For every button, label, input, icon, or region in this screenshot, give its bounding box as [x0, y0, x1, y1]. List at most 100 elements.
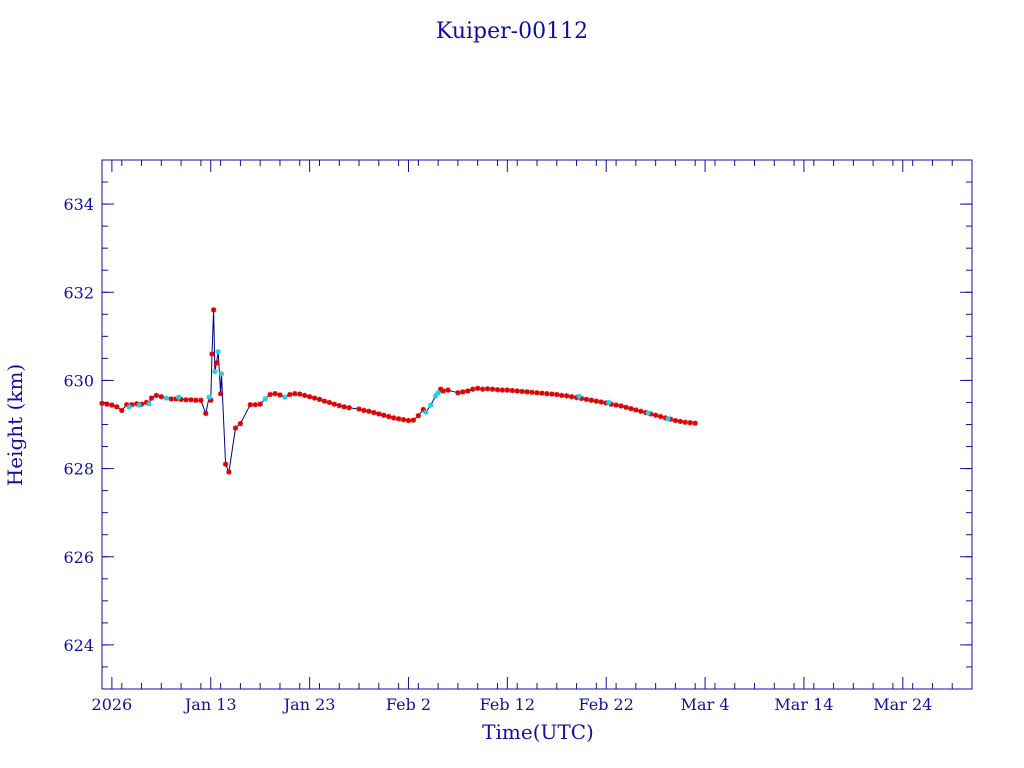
- data-point-red: [336, 402, 342, 409]
- x-tick-label: Feb 2: [386, 695, 431, 714]
- series-markers: [99, 307, 698, 475]
- y-tick-label: 624: [63, 636, 94, 655]
- data-point-red: [307, 394, 313, 400]
- data-point-red: [554, 391, 560, 398]
- data-point-red: [193, 397, 199, 403]
- data-point-red: [178, 396, 184, 402]
- y-tick-label: 632: [63, 283, 94, 302]
- height-line: [101, 309, 696, 474]
- data-point-red: [524, 389, 530, 395]
- data-point-red: [569, 394, 575, 400]
- data-point-cyan: [206, 394, 212, 400]
- data-point-red: [440, 388, 446, 394]
- x-tick-label: Mar 24: [873, 695, 932, 714]
- data-point-red: [391, 415, 397, 421]
- major-ticks: [102, 160, 972, 689]
- data-point-red: [292, 391, 298, 397]
- data-point-red: [153, 392, 159, 399]
- x-tick-label: Feb 12: [480, 695, 535, 714]
- data-point-red: [588, 397, 594, 403]
- data-point-red: [148, 395, 155, 401]
- data-point-red: [613, 402, 619, 408]
- data-point-cyan: [282, 394, 288, 400]
- data-point-red: [267, 391, 273, 398]
- data-point-red: [376, 411, 382, 417]
- data-point-cyan: [645, 410, 651, 416]
- x-axis-label: Time(UTC): [482, 720, 594, 744]
- data-point-red: [405, 417, 412, 424]
- data-point-cyan: [665, 416, 671, 422]
- x-tick-label: Jan 13: [183, 695, 237, 714]
- data-point-red: [445, 387, 451, 393]
- data-point-cyan: [146, 401, 152, 407]
- data-point-red: [366, 408, 372, 414]
- data-point-cyan: [435, 390, 441, 396]
- data-point-red: [326, 399, 332, 406]
- data-point-red: [628, 406, 634, 412]
- data-point-red: [687, 420, 693, 426]
- data-point-cyan: [428, 402, 434, 408]
- data-point-red: [499, 387, 505, 393]
- data-point-red: [682, 419, 688, 425]
- data-point-red: [415, 413, 421, 419]
- data-point-red: [213, 360, 220, 366]
- data-point-red: [252, 402, 258, 408]
- data-point-cyan: [176, 394, 182, 400]
- data-point-red: [143, 399, 150, 406]
- data-point-red: [504, 387, 510, 393]
- data-point-cyan: [433, 393, 439, 399]
- data-point-red: [484, 386, 491, 392]
- data-point-red: [623, 404, 629, 410]
- data-point-red: [203, 410, 209, 417]
- data-point-red: [494, 387, 501, 393]
- data-point-red: [316, 396, 323, 402]
- data-point-cyan: [126, 404, 132, 410]
- data-point-red: [188, 397, 194, 403]
- data-point-red: [124, 402, 130, 408]
- data-point-cyan: [423, 409, 429, 415]
- data-point-red: [465, 388, 471, 394]
- data-point-red: [662, 415, 669, 421]
- minor-ticks: [101, 159, 973, 690]
- data-point-red: [361, 407, 367, 413]
- data-point-red: [287, 391, 293, 398]
- y-tick-label: 628: [63, 460, 94, 479]
- chart-title: Kuiper-00112: [436, 19, 588, 44]
- data-point-red: [657, 413, 664, 420]
- x-tick-label: Mar 14: [774, 695, 833, 714]
- data-point-red: [331, 401, 337, 407]
- data-point-red: [198, 397, 204, 403]
- data-point-red: [226, 469, 232, 475]
- data-point-red: [514, 388, 520, 394]
- data-point-red: [400, 417, 407, 423]
- data-point-red: [138, 401, 145, 407]
- data-point-cyan: [606, 399, 612, 406]
- x-tick-label: Mar 4: [681, 695, 730, 714]
- data-point-red: [209, 351, 215, 357]
- data-point-red: [311, 395, 318, 401]
- data-point-red: [410, 417, 417, 423]
- data-point-red: [475, 385, 481, 391]
- data-point-red: [544, 391, 550, 397]
- series-line: [101, 309, 696, 474]
- data-point-red: [297, 391, 303, 397]
- data-point-red: [460, 389, 466, 395]
- data-point-red: [134, 401, 140, 407]
- data-point-red: [618, 403, 624, 409]
- data-point-red: [598, 399, 604, 405]
- data-point-cyan: [262, 396, 268, 402]
- x-tick-label: Jan 23: [282, 695, 336, 714]
- data-point-red: [211, 307, 217, 313]
- data-point-red: [509, 387, 515, 394]
- y-tick-label: 630: [63, 371, 94, 390]
- data-point-red: [638, 408, 644, 414]
- data-point-red: [455, 390, 461, 396]
- data-point-red: [438, 386, 444, 392]
- data-point-cyan: [212, 369, 218, 375]
- data-point-cyan: [215, 349, 221, 355]
- data-point-red: [173, 396, 179, 402]
- y-tick-label: 634: [63, 195, 94, 214]
- data-point-cyan: [163, 395, 169, 401]
- data-point-cyan: [576, 393, 582, 399]
